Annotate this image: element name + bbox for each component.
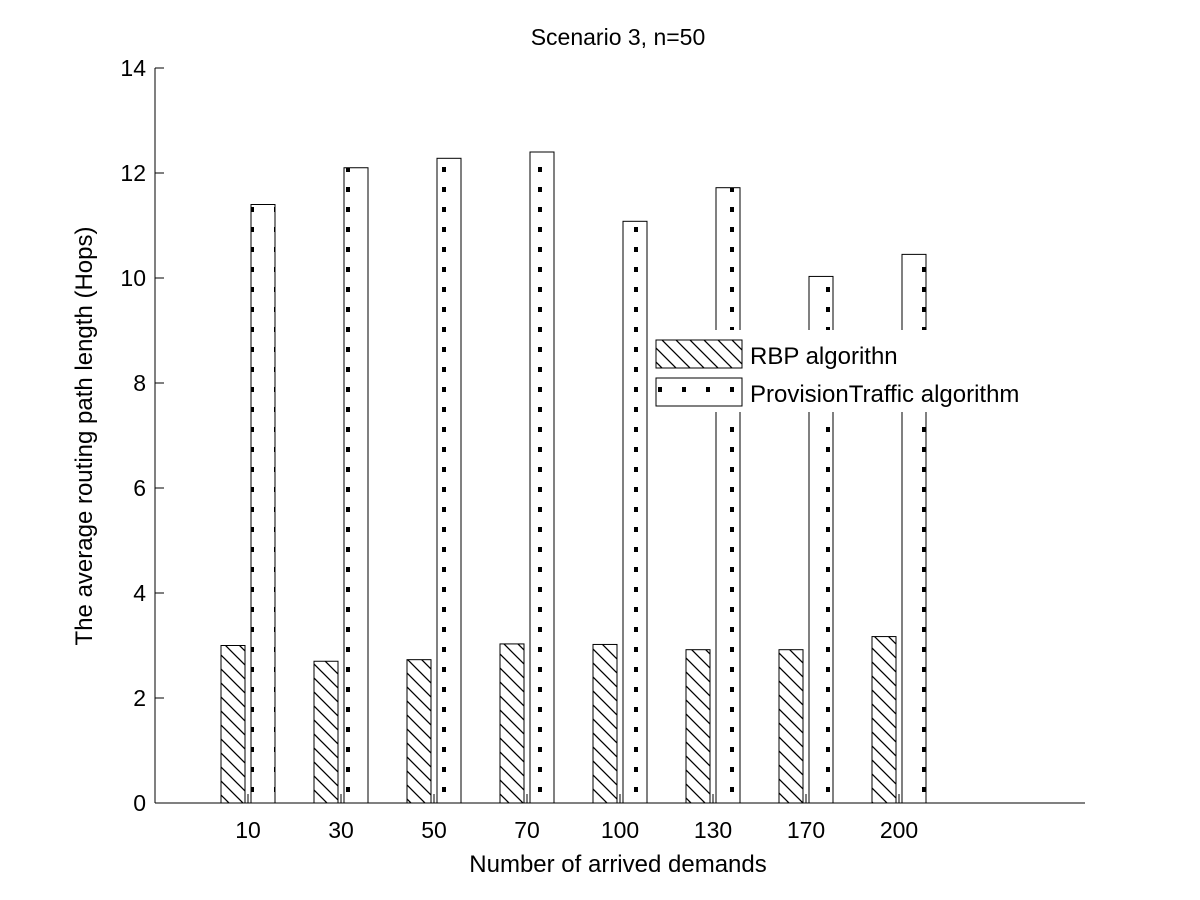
legend-entry: ProvisionTraffic algorithm: [750, 381, 1019, 408]
plot-area: [220, 151, 927, 804]
bar-rbp: [592, 643, 618, 804]
y-tick-label: 4: [133, 580, 146, 606]
bar-rbp: [406, 659, 432, 804]
legend-entry: RBP algorithn: [750, 343, 898, 370]
x-tick-label: 100: [601, 817, 639, 843]
x-tick-label: 200: [880, 817, 918, 843]
bar-provisiontraffic: [250, 204, 276, 804]
y-tick-label: 0: [133, 790, 146, 816]
y-axis: 0 2 4 6 8 10 12 14: [120, 55, 164, 816]
bar-rbp: [871, 636, 897, 804]
y-tick-label: 12: [120, 160, 146, 186]
bar-provisiontraffic: [529, 151, 555, 804]
y-tick-label: 10: [120, 265, 146, 291]
legend-swatch: [655, 339, 743, 369]
x-tick-label: 170: [787, 817, 825, 843]
x-tick-label: 30: [328, 817, 354, 843]
legend-swatch: [655, 377, 743, 407]
bar-rbp: [778, 649, 804, 804]
bar-provisiontraffic: [622, 220, 648, 804]
y-tick-label: 6: [133, 475, 146, 501]
y-axis-label: The average routing path length (Hops): [71, 227, 98, 646]
bar-provisiontraffic: [715, 187, 741, 804]
x-tick-label: 70: [514, 817, 540, 843]
bar-provisiontraffic: [436, 157, 462, 804]
legend: RBP algorithn ProvisionTraffic algorithm: [648, 330, 1083, 412]
bar-rbp: [313, 660, 339, 804]
bar-rbp: [499, 643, 525, 804]
x-axis-label: Number of arrived demands: [469, 851, 766, 878]
y-tick-label: 8: [133, 370, 146, 396]
x-axis: 10 30 50 70 100 130 170 200: [155, 794, 1085, 843]
x-tick-label: 10: [235, 817, 261, 843]
bar-provisiontraffic: [343, 167, 369, 804]
bar-rbp: [685, 649, 711, 804]
y-tick-label: 2: [133, 685, 146, 711]
bar-rbp: [220, 645, 246, 804]
y-tick-label: 14: [120, 55, 146, 81]
x-tick-label: 130: [694, 817, 732, 843]
x-tick-label: 50: [421, 817, 447, 843]
chart-title: Scenario 3, n=50: [531, 24, 706, 50]
